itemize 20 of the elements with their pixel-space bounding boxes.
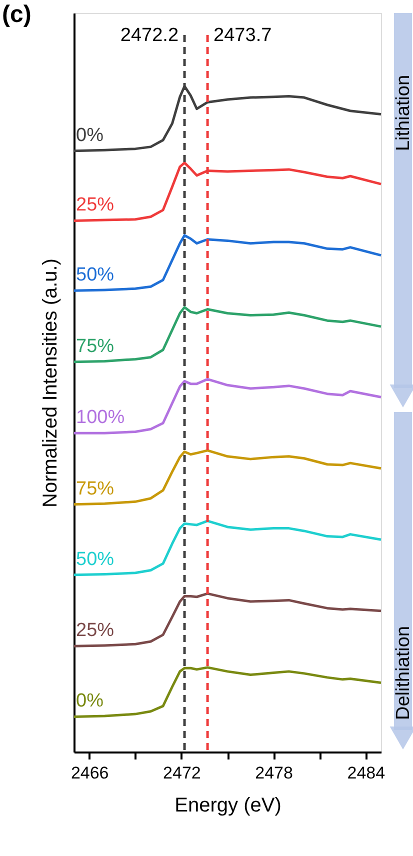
x-tick-label: 2484 — [347, 764, 386, 782]
series-label: 75% — [76, 336, 114, 357]
text: Lithiation — [393, 74, 413, 152]
series-label: 50% — [76, 548, 114, 570]
ref-line-label: 2473.7 — [214, 25, 272, 46]
series-label: 25% — [76, 620, 114, 642]
x-tick-label: 2478 — [255, 764, 293, 782]
text: (c) — [2, 1, 32, 28]
series-label: 75% — [76, 478, 114, 500]
ref-line-label: 2472.2 — [120, 25, 179, 46]
series-label: 0% — [76, 690, 104, 712]
series-label: 25% — [76, 194, 114, 216]
x-tick-label: 2472 — [163, 764, 201, 782]
series-label: 100% — [76, 407, 125, 428]
series-label: 50% — [76, 264, 114, 286]
y-axis-title: Normalized Intensities (a.u.) — [40, 258, 62, 508]
x-tick-label: 2466 — [70, 764, 109, 782]
series-label: 0% — [76, 124, 104, 146]
text: Delithiation — [393, 626, 413, 720]
x-axis-title: Energy (eV) — [174, 794, 282, 816]
